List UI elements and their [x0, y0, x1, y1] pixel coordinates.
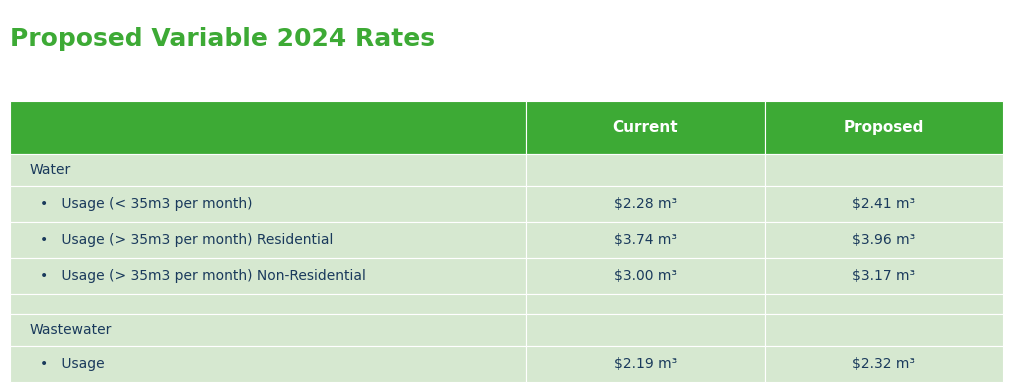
- FancyBboxPatch shape: [765, 346, 1003, 382]
- FancyBboxPatch shape: [527, 101, 765, 154]
- Text: $2.41 m³: $2.41 m³: [852, 197, 916, 211]
- FancyBboxPatch shape: [10, 346, 527, 382]
- FancyBboxPatch shape: [527, 314, 765, 346]
- Text: Wastewater: Wastewater: [30, 323, 112, 337]
- Text: •   Usage (< 35m3 per month): • Usage (< 35m3 per month): [40, 197, 252, 211]
- FancyBboxPatch shape: [527, 222, 765, 258]
- FancyBboxPatch shape: [10, 222, 527, 258]
- Text: $3.00 m³: $3.00 m³: [614, 269, 677, 283]
- FancyBboxPatch shape: [10, 314, 527, 346]
- Text: Current: Current: [613, 120, 679, 135]
- FancyBboxPatch shape: [765, 154, 1003, 186]
- FancyBboxPatch shape: [527, 154, 765, 186]
- Text: $3.74 m³: $3.74 m³: [614, 233, 677, 247]
- Text: Proposed Variable 2024 Rates: Proposed Variable 2024 Rates: [10, 27, 436, 51]
- FancyBboxPatch shape: [765, 258, 1003, 294]
- Text: $2.19 m³: $2.19 m³: [614, 357, 677, 371]
- Text: •   Usage (> 35m3 per month) Non-Residential: • Usage (> 35m3 per month) Non-Residenti…: [40, 269, 366, 283]
- Text: $2.28 m³: $2.28 m³: [614, 197, 677, 211]
- FancyBboxPatch shape: [765, 294, 1003, 314]
- FancyBboxPatch shape: [10, 186, 527, 222]
- FancyBboxPatch shape: [10, 258, 527, 294]
- FancyBboxPatch shape: [527, 346, 765, 382]
- Text: $3.96 m³: $3.96 m³: [852, 233, 916, 247]
- FancyBboxPatch shape: [527, 258, 765, 294]
- FancyBboxPatch shape: [527, 294, 765, 314]
- FancyBboxPatch shape: [10, 294, 527, 314]
- Text: •   Usage (> 35m3 per month) Residential: • Usage (> 35m3 per month) Residential: [40, 233, 333, 247]
- Text: $3.17 m³: $3.17 m³: [852, 269, 916, 283]
- FancyBboxPatch shape: [765, 186, 1003, 222]
- FancyBboxPatch shape: [10, 154, 527, 186]
- Text: Water: Water: [30, 163, 71, 177]
- FancyBboxPatch shape: [765, 222, 1003, 258]
- Text: Proposed: Proposed: [844, 120, 924, 135]
- Text: $2.32 m³: $2.32 m³: [852, 357, 915, 371]
- FancyBboxPatch shape: [765, 101, 1003, 154]
- FancyBboxPatch shape: [765, 314, 1003, 346]
- FancyBboxPatch shape: [527, 186, 765, 222]
- Text: •   Usage: • Usage: [40, 357, 104, 371]
- FancyBboxPatch shape: [10, 101, 527, 154]
